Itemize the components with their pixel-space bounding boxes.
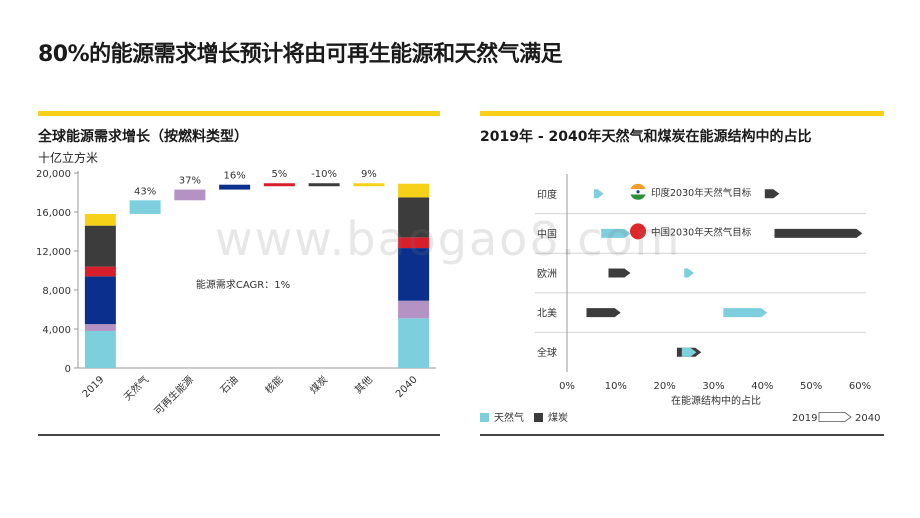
target-label: 中国2030年天然气目标: [651, 226, 752, 238]
x-tick-label: 0%: [559, 381, 575, 392]
stack-segment-2040-nuclear: [398, 237, 430, 249]
x-tick-label: 30%: [702, 381, 724, 392]
waterfall-bar-gas: [129, 200, 161, 214]
x-axis-label: 在能源结构中的占比: [671, 394, 761, 407]
gas-arrow-印度: [593, 189, 604, 199]
stack-segment-2019-gas: [84, 330, 116, 368]
row-label: 印度: [537, 188, 557, 201]
waterfall-bar-coal: [308, 183, 340, 187]
stack-segment-2019-other: [84, 213, 116, 226]
y-tick-label: 20,000: [36, 169, 71, 180]
legend-start-label: 2019: [792, 413, 817, 424]
flag-band-green: [630, 194, 647, 200]
legend-coal-swatch: [534, 413, 543, 422]
waterfall-label: 16%: [224, 171, 246, 182]
row-label: 欧洲: [537, 268, 557, 280]
waterfall-bar-nuclear: [263, 183, 295, 187]
y-tick-label: 4,000: [42, 325, 71, 336]
legend-gas-swatch: [480, 413, 489, 422]
flag-disc-red: [630, 223, 647, 240]
stack-segment-2019-nuclear: [84, 266, 116, 277]
legend-direction-arrow: [818, 412, 852, 422]
right-accent-bar: [480, 111, 884, 116]
coal-arrow-北美: [586, 308, 621, 318]
waterfall-label: 43%: [134, 186, 156, 197]
row-label: 中国: [537, 227, 557, 240]
row-label: 全球: [537, 346, 557, 359]
coal-arrow-欧洲: [608, 268, 631, 278]
waterfall-label: 5%: [271, 169, 287, 180]
y-tick-label: 8,000: [42, 286, 71, 297]
flag-band-saffron: [630, 183, 647, 190]
left-panel-title: 全球能源需求增长（按燃料类型）: [38, 129, 248, 145]
stack-segment-2040-renew: [398, 300, 430, 319]
right-bottom-rule: [480, 434, 884, 436]
x-tick-label: 20%: [654, 381, 676, 392]
stack-segment-2040-oil: [398, 248, 430, 301]
stack-segment-2019-coal: [84, 225, 116, 267]
left-accent-bar: [38, 111, 440, 116]
waterfall-label: 37%: [179, 176, 201, 187]
target-label: 印度2030年天然气目标: [651, 187, 752, 199]
cagr-annotation: 能源需求CAGR：1%: [196, 278, 290, 291]
gas-arrow-北美: [723, 308, 768, 318]
x-tick-label: 40%: [751, 381, 773, 392]
waterfall-bar-oil: [219, 184, 251, 190]
waterfall-label: -10%: [311, 169, 337, 180]
waterfall-label: 9%: [361, 169, 377, 180]
coal-arrow-印度: [764, 189, 780, 199]
page-title: 80%的能源需求增长预计将由可再生能源和天然气满足: [38, 42, 563, 67]
x-tick-label: 60%: [849, 381, 871, 392]
flag-wheel: [636, 190, 640, 194]
india-flag-icon: [630, 183, 647, 200]
left-panel-unit: 十亿立方米: [38, 151, 99, 165]
china-flag-icon: [630, 223, 647, 240]
left-bottom-rule: [38, 434, 440, 436]
stack-segment-2040-coal: [398, 197, 430, 238]
gas-arrow-欧洲: [684, 268, 694, 278]
gas-arrow-中国: [601, 228, 631, 238]
stack-segment-2040-other: [398, 183, 430, 198]
legend-coal-label: 煤炭: [548, 411, 568, 424]
stack-segment-2040-gas: [398, 318, 430, 368]
legend-end-label: 2040: [855, 413, 880, 424]
stack-segment-2019-oil: [84, 276, 116, 325]
row-label: 北美: [537, 307, 557, 320]
waterfall-bar-other: [353, 183, 385, 187]
right-panel-title: 2019年 - 2040年天然气和煤炭在能源结构中的占比: [480, 129, 812, 145]
x-tick-label: 50%: [800, 381, 822, 392]
legend-gas-label: 天然气: [494, 411, 524, 424]
coal-arrow-中国: [774, 228, 863, 238]
x-tick-label: 10%: [605, 381, 627, 392]
stack-segment-2019-renew: [84, 324, 116, 331]
y-tick-label: 16,000: [36, 208, 71, 219]
y-tick-label: 0: [65, 364, 71, 375]
y-tick-label: 12,000: [36, 247, 71, 258]
waterfall-bar-renew: [174, 189, 206, 201]
gas-arrow-全球: [681, 347, 697, 357]
